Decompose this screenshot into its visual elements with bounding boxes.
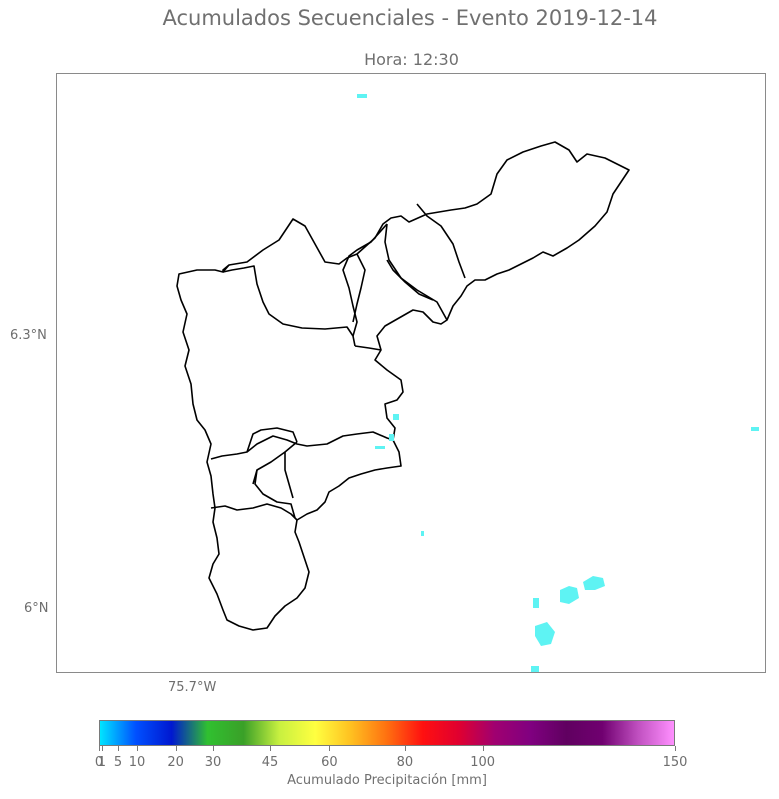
colorbar xyxy=(99,720,675,746)
municipality-division-13 xyxy=(210,503,298,521)
rain-cell-2 xyxy=(393,414,399,420)
municipality-division-9 xyxy=(246,427,298,453)
municipality-boundaries xyxy=(176,141,630,631)
colorbar-tick-label: 0 xyxy=(94,755,104,770)
municipality-division-12 xyxy=(252,469,258,485)
colorbar-tick-label: 20 xyxy=(167,755,184,770)
municipality-division-3 xyxy=(352,253,366,323)
rain-cell-1 xyxy=(357,94,367,98)
rain-cell-7 xyxy=(560,586,579,604)
rain-cell-5 xyxy=(421,531,424,536)
colorbar-tick-mark xyxy=(175,746,177,751)
colorbar-label: Acumulado Precipitación [mm] xyxy=(287,773,487,788)
colorbar-tick-mark xyxy=(118,746,119,751)
colorbar-tick-mark xyxy=(675,746,676,751)
rain-cell-9 xyxy=(533,598,539,608)
colorbar-tick-label: 45 xyxy=(261,755,279,770)
latitude-label-6: 6°N xyxy=(24,601,49,616)
colorbar-tick-mark xyxy=(404,746,406,751)
municipality-division-10 xyxy=(254,441,298,519)
map-svg xyxy=(176,94,759,672)
municipality-division-5 xyxy=(386,259,434,301)
rain-cell-11 xyxy=(531,666,539,672)
rain-cell-6 xyxy=(751,427,759,431)
rain-cell-3 xyxy=(389,434,394,441)
figure-subtitle: Hora: 12:30 xyxy=(364,50,459,69)
longitude-label-75-7: 75.7°W xyxy=(168,680,217,695)
figure-title: Acumulados Secuenciales - Evento 2019-12… xyxy=(162,6,658,30)
municipality-west-north xyxy=(222,265,356,347)
colorbar-tick-label: 1 xyxy=(97,755,107,770)
municipality-division-11 xyxy=(284,452,294,499)
municipality-division-1 xyxy=(222,264,230,273)
colorbar-tick-label: 60 xyxy=(321,755,338,770)
colorbar-tick-mark xyxy=(270,746,272,751)
colorbar-tick-mark xyxy=(99,746,100,751)
colorbar-tick-label: 100 xyxy=(470,755,496,770)
colorbar-tick-label: 150 xyxy=(662,755,688,770)
municipality-division-6 xyxy=(416,203,466,279)
latitude-label-6-3: 6.3°N xyxy=(10,328,47,343)
colorbar-tick-label: 80 xyxy=(396,755,414,770)
rain-cells xyxy=(357,94,759,672)
colorbar-tick-mark xyxy=(482,746,484,751)
colorbar-tick-label: 10 xyxy=(128,755,146,770)
colorbar-tick-mark xyxy=(213,746,215,751)
municipality-division-8 xyxy=(210,431,394,460)
municipality-division-2 xyxy=(342,223,388,337)
colorbar-tick-mark xyxy=(329,746,331,751)
colorbar-tick-mark xyxy=(101,746,103,751)
municipality-west-outer xyxy=(176,141,630,631)
map-panel xyxy=(56,73,766,673)
rain-cell-10 xyxy=(535,622,555,646)
colorbar-tick-mark xyxy=(137,746,139,751)
colorbar-tick-label: 5 xyxy=(113,755,123,770)
municipality-division-7 xyxy=(354,345,382,351)
rain-cell-8 xyxy=(583,576,605,590)
rain-cell-4 xyxy=(375,446,385,449)
colorbar-tick-label: 30 xyxy=(204,755,222,770)
